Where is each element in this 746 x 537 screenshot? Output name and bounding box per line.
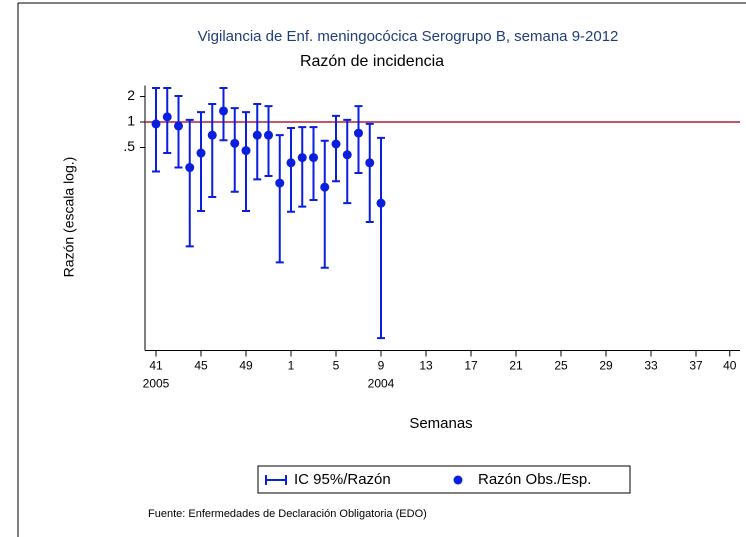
- point: [219, 106, 228, 116]
- point: [309, 153, 318, 163]
- point: [275, 178, 285, 188]
- x-tick-label: 41: [149, 359, 163, 373]
- y-tick-label: 1: [127, 113, 135, 129]
- error-bar: [354, 105, 363, 174]
- point: [252, 130, 262, 140]
- error-bar: [298, 126, 307, 208]
- y-tick-label: .5: [123, 138, 135, 154]
- point: [230, 138, 240, 148]
- x-tick-label: 17: [464, 359, 478, 373]
- point: [207, 130, 217, 140]
- error-bar: [365, 122, 374, 223]
- point: [196, 148, 206, 158]
- chart-subtitle: Razón de incidencia: [300, 53, 444, 70]
- point: [241, 146, 251, 156]
- point: [174, 121, 183, 131]
- point: [286, 158, 296, 168]
- error-bar: [309, 126, 318, 201]
- x-sublabel: 2004: [368, 377, 395, 391]
- error-bar: [320, 139, 329, 269]
- x-tick-label: 13: [419, 359, 433, 373]
- x-tick-label: 37: [689, 359, 703, 373]
- x-tick-label: 25: [554, 359, 568, 373]
- x-tick-label: 1: [288, 359, 295, 373]
- point: [297, 153, 307, 163]
- x-tick-label: 33: [644, 359, 658, 373]
- source-note: Fuente: Enfermedades de Declaración Obli…: [148, 508, 427, 520]
- point: [185, 163, 195, 173]
- point: [342, 150, 352, 160]
- error-bar: [197, 111, 205, 212]
- legend-swatch: [265, 475, 287, 485]
- error-bar: [264, 105, 273, 178]
- legend-label: IC 95%/Razón: [294, 471, 391, 488]
- x-tick-label: 29: [599, 359, 613, 373]
- error-bar: [230, 107, 239, 193]
- x-tick-label: 5: [333, 359, 340, 373]
- error-bar: [287, 126, 295, 213]
- y-axis-title: Razón (escala log.): [61, 157, 77, 278]
- point: [320, 182, 330, 192]
- legend-swatch: [453, 475, 463, 485]
- x-tick-label: 45: [194, 359, 208, 373]
- point: [264, 130, 273, 140]
- point: [151, 119, 161, 129]
- point: [162, 112, 172, 122]
- error-bar: [343, 118, 352, 205]
- error-bar: [332, 114, 340, 183]
- error-bar: [174, 94, 183, 169]
- error-bar: [377, 136, 385, 340]
- error-bar: [242, 111, 250, 212]
- x-tick-label: 21: [509, 359, 523, 373]
- x-axis-title: Semanas: [409, 415, 472, 432]
- y-tick-label: 2: [127, 87, 135, 103]
- x-tick-label: 49: [239, 359, 253, 373]
- point: [331, 139, 341, 149]
- point: [354, 128, 363, 138]
- error-bar: [275, 134, 284, 264]
- point: [376, 198, 386, 208]
- chart-title: Vigilancia de Enf. meningocócica Serogru…: [198, 28, 619, 45]
- error-bar: [152, 87, 160, 173]
- x-tick-label: 40: [723, 359, 737, 373]
- error-bar: [208, 103, 217, 199]
- legend: [257, 465, 631, 494]
- error-bar: [185, 118, 194, 248]
- x-sublabel: 2005: [143, 377, 170, 391]
- legend-label: Razón Obs./Esp.: [478, 471, 591, 488]
- error-bar: [253, 103, 262, 181]
- point: [365, 158, 375, 168]
- x-tick-label: 9: [378, 359, 385, 373]
